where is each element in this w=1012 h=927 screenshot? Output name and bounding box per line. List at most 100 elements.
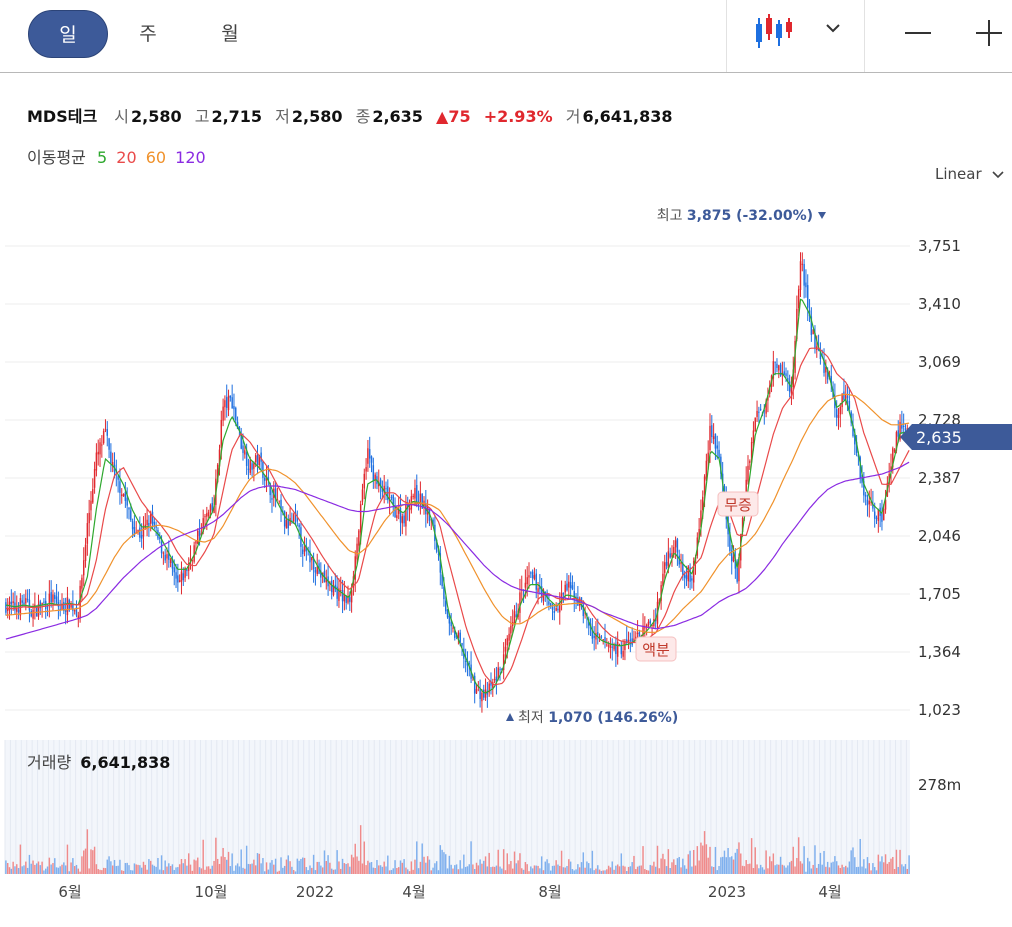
volume-bar (589, 868, 592, 874)
volume-bar (285, 859, 288, 874)
zoom-in-button[interactable] (966, 0, 1012, 72)
candle-body (160, 541, 163, 554)
volume-bar (396, 867, 398, 874)
scale-select[interactable]: Linear (935, 165, 1006, 183)
volume-bar (649, 864, 651, 874)
volume-bar (298, 860, 300, 874)
tab-monthly[interactable]: 월 (221, 23, 239, 45)
candle-body (883, 509, 885, 521)
candle-body (671, 552, 673, 557)
volume-bar (477, 865, 480, 874)
volume-bar (90, 849, 92, 874)
volume-bar (318, 861, 320, 874)
volume-bar (302, 857, 304, 874)
candle-body (756, 410, 758, 417)
candle-body (667, 551, 670, 568)
candle-body (84, 544, 87, 561)
volume-bar (68, 871, 70, 874)
volume-bar (260, 863, 262, 874)
candle-body (148, 522, 150, 526)
candle-body (110, 451, 112, 464)
volume-bar (899, 849, 901, 874)
volume-bar (86, 829, 89, 874)
chart-type-button[interactable] (745, 0, 805, 72)
volume-bar (879, 861, 881, 874)
candle-body (788, 381, 791, 392)
tab-daily[interactable]: 일 (28, 10, 108, 58)
candle-body (902, 425, 905, 427)
volume-bar (374, 868, 376, 874)
volume-bar (770, 861, 773, 874)
volume-bar (680, 867, 682, 874)
candle-body (866, 499, 869, 506)
volume-bar (473, 868, 476, 874)
candle-body (414, 487, 416, 499)
candle-body (624, 641, 626, 651)
volume-bar (323, 850, 326, 874)
volume-bar (528, 871, 530, 874)
candle-body (251, 463, 253, 470)
chart-toolbar: 일 주 월 (0, 0, 1012, 73)
zoom-out-button[interactable] (895, 0, 941, 72)
candle-body (854, 434, 856, 445)
volume-bar (778, 864, 780, 874)
candle-body (224, 400, 226, 408)
chart-grid (5, 245, 910, 711)
candle-body (636, 632, 639, 635)
volume-bar (37, 861, 40, 874)
volume-bar (454, 865, 456, 874)
candle-body (758, 411, 760, 413)
volume-bar (839, 867, 842, 874)
candle-body (730, 550, 733, 562)
volume-bar (435, 861, 438, 874)
candle-body (481, 692, 483, 702)
candle-body (175, 572, 177, 579)
volume-bar (747, 864, 749, 874)
volume-bar (696, 846, 699, 874)
candle-body (189, 558, 192, 561)
volume-bar (361, 863, 364, 874)
volume-bar (702, 845, 704, 874)
volume-bar (689, 850, 691, 874)
chart-type-dropdown[interactable] (818, 0, 848, 72)
volume-bar (321, 867, 324, 874)
candle-body (446, 609, 449, 618)
volume-bar (497, 849, 499, 874)
candle-body (600, 636, 603, 638)
candle-body (365, 467, 367, 472)
candle-body (155, 525, 157, 528)
candle-body (12, 601, 14, 604)
candle-body (539, 586, 541, 590)
volume-bar (88, 868, 90, 874)
volume-bar (245, 845, 248, 874)
candle-body (546, 592, 548, 599)
volume-bar (591, 850, 594, 874)
volume-bar (388, 870, 391, 874)
candle-body (347, 597, 349, 603)
tab-weekly[interactable]: 주 (139, 23, 157, 45)
volume-bar (162, 870, 165, 874)
volume-bar (12, 861, 14, 874)
volume-bar (445, 854, 447, 874)
candle-body (664, 562, 666, 573)
volume-bar (817, 863, 820, 874)
candle-body (54, 595, 56, 599)
volume-bar (443, 852, 445, 874)
volume-bar (383, 861, 385, 874)
volume-bar (466, 866, 469, 874)
volume-bar (598, 869, 601, 874)
candle-body (515, 614, 518, 618)
volume-bar (189, 864, 192, 874)
candle-body (873, 511, 876, 519)
volume-bar (343, 863, 346, 874)
volume-bar (772, 853, 775, 874)
volume-bar (664, 859, 666, 874)
candle-body (792, 369, 794, 387)
candle-body (292, 514, 295, 522)
volume-bar (294, 871, 297, 874)
candle-body (394, 505, 396, 518)
volume-bar (316, 861, 318, 874)
volume-bar (365, 865, 367, 874)
candle-body (128, 507, 130, 510)
